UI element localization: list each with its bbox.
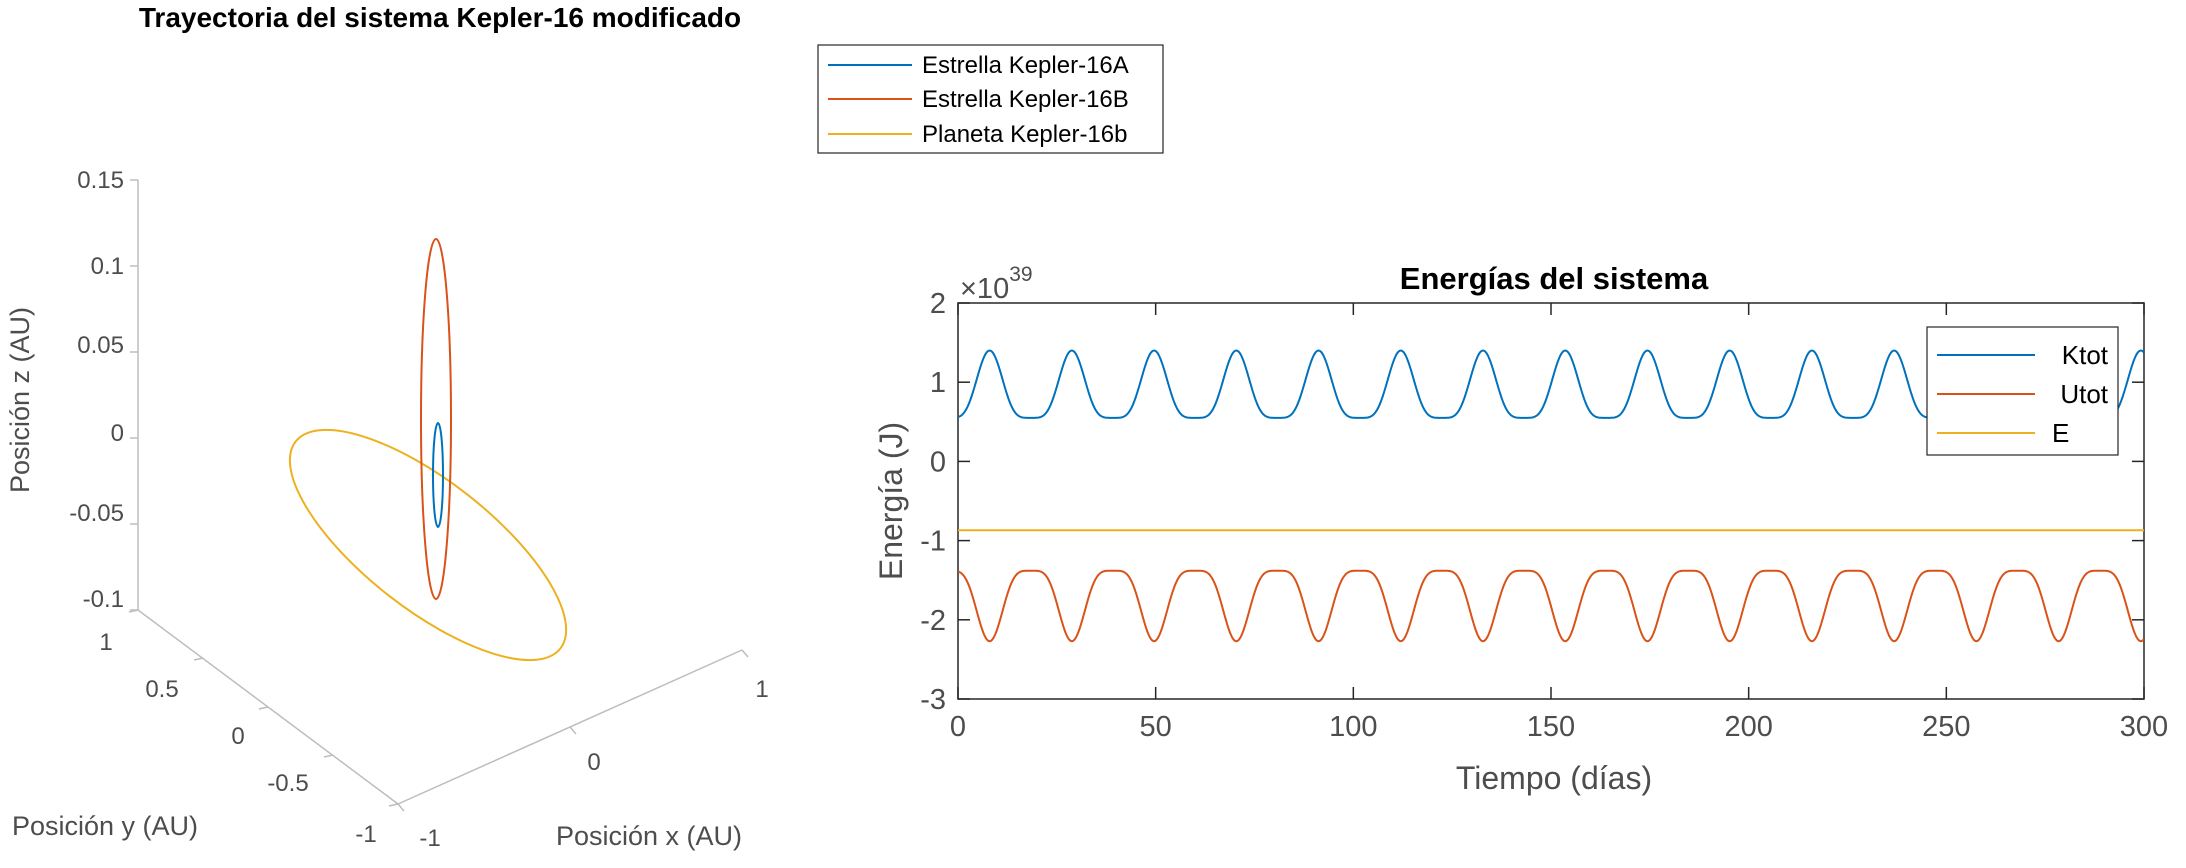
y-tick-mark — [323, 754, 334, 758]
z-tick-label: 0.05 — [77, 332, 124, 359]
y-multiplier-exponent: 39 — [1009, 263, 1032, 286]
energy-y-tick-label: -3 — [920, 684, 946, 716]
y-tick-label: 1 — [99, 629, 112, 656]
energy-x-tick-label: 100 — [1329, 711, 1377, 743]
energy-x-axis-label: Tiempo (días) — [1456, 760, 1652, 796]
y-tick-labels: 1 0.5 0 -0.5 -1 — [99, 629, 376, 848]
y-tick-label: -0.5 — [267, 770, 308, 797]
z-tick-label: 0.1 — [91, 253, 124, 280]
energy-title: Energías del sistema — [1400, 261, 1709, 296]
energy-x-tick-label: 0 — [950, 711, 966, 743]
orbit-estrella-kepler-16a — [432, 422, 444, 528]
energy-y-tick-label: -2 — [920, 605, 946, 637]
x-tick-label: 0 — [587, 749, 600, 776]
energy-x-tick-label: 250 — [1922, 711, 1970, 743]
trajectory-title: Trayectoria del sistema Kepler-16 modifi… — [139, 2, 741, 33]
z-tick-label: -0.05 — [69, 500, 124, 527]
y-tick-label: 0.5 — [145, 676, 178, 703]
energy-y-tick-label: 2 — [930, 288, 946, 320]
legend-label-planeta-kepler-16b: Planeta Kepler-16b — [922, 121, 1127, 148]
y-multiplier: ×1039 — [960, 263, 1033, 305]
y-tick-mark — [193, 657, 204, 661]
energy-x-tick-label: 300 — [2120, 711, 2168, 743]
x-tick-mark — [741, 649, 749, 658]
energy-y-tick-label: 0 — [930, 446, 946, 478]
y-tick-label: 0 — [231, 723, 244, 750]
orbit-planeta-kepler-16b — [288, 428, 568, 662]
z-tick-label: 0.15 — [77, 167, 124, 194]
energy-plot: Energías del sistema ×1039 0 50 100 150 200 2… — [873, 261, 2168, 796]
legend-label-utot: Utot — [2060, 379, 2108, 409]
energy-x-tick-label: 200 — [1724, 711, 1772, 743]
trajectory-3d-plot: Trayectoria del sistema Kepler-16 modifi… — [5, 2, 1164, 852]
series-line-utot — [958, 569, 2144, 643]
legend-label-e: E — [2052, 418, 2069, 448]
z-tick-labels: 0.15 0.1 0.05 0 -0.05 -0.1 — [69, 167, 124, 613]
legend-label-estrella-kepler-16b: Estrella Kepler-16B — [922, 86, 1129, 113]
y-tick-mark — [388, 803, 399, 807]
z-axis-label: Posición z (AU) — [5, 307, 35, 493]
legend-label-ktot: Ktot — [2062, 340, 2109, 370]
x-axis-label: Posición x (AU) — [556, 821, 742, 851]
z-tick-label: 0 — [111, 420, 124, 447]
y-multiplier-base: ×10 — [960, 273, 1009, 305]
x-tick-mark — [569, 726, 577, 735]
y-tick-mark — [258, 706, 269, 710]
energy-legend: Ktot Utot E — [1926, 326, 2119, 456]
energy-y-tick-label: -1 — [920, 526, 946, 558]
x-tick-label: 1 — [755, 676, 768, 703]
z-tick-label: -0.1 — [83, 586, 124, 613]
y-tick-label: -1 — [355, 821, 376, 848]
energy-x-tick-label: 150 — [1527, 711, 1575, 743]
y-tick-mark — [128, 609, 139, 613]
energy-ticks: 0 50 100 150 200 250 300 -3 -2 -1 0 1 2 — [920, 288, 2168, 743]
trajectory-legend: Estrella Kepler-16A Estrella Kepler-16B … — [817, 44, 1164, 154]
legend-label-estrella-kepler-16a: Estrella Kepler-16A — [922, 52, 1129, 79]
energy-x-tick-label: 50 — [1140, 711, 1172, 743]
trajectory-axes — [137, 180, 743, 805]
trajectory-tick-marks — [128, 179, 749, 812]
x-tick-label: -1 — [419, 825, 440, 852]
energy-y-axis-label: Energía (J) — [873, 422, 909, 580]
energy-y-tick-label: 1 — [930, 367, 946, 399]
y-axis-label: Posición y (AU) — [12, 811, 198, 841]
x-tick-labels: -1 0 1 — [419, 676, 768, 852]
trajectory-series — [288, 238, 568, 662]
x-tick-mark — [397, 803, 405, 812]
orbit-estrella-kepler-16b — [420, 238, 452, 600]
